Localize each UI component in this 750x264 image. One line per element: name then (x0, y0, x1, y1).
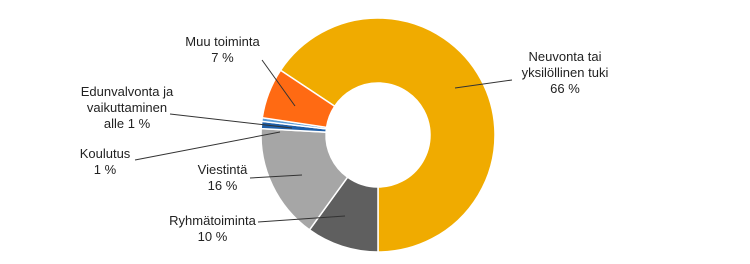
category-name: Koulutus (79, 146, 131, 161)
category-name: Neuvonta tai yksilöllinen tuki (521, 49, 609, 80)
leader-line (134, 131, 281, 161)
value-label: 7 % (211, 50, 234, 65)
value-label: 1 % (93, 162, 117, 177)
value-label: alle 1 % (103, 116, 151, 131)
leader-line (454, 79, 513, 89)
category-name: Edunvalvonta ja vaikuttaminen (80, 84, 174, 115)
slice-label: Ryhmätoiminta 10 % (155, 213, 270, 245)
value-label: 66 % (550, 81, 580, 96)
value-label: 10 % (197, 229, 228, 244)
slice-label: Neuvonta tai yksilöllinen tuki 66 % (505, 49, 625, 97)
category-name: Muu toiminta (185, 34, 260, 49)
donut-slice (279, 17, 496, 253)
leader-line (169, 113, 293, 129)
slice-label: Koulutus 1 % (70, 146, 140, 178)
leader-line (261, 59, 296, 107)
donut-slice (261, 69, 336, 129)
value-label: 16 % (207, 178, 238, 193)
category-name: Viestintä (197, 162, 248, 177)
slice-label: Viestintä 16 % (185, 162, 260, 194)
category-name: Ryhmätoiminta (169, 213, 256, 228)
slice-label: Muu toiminta 7 % (185, 34, 260, 66)
leader-line (249, 174, 303, 179)
leader-line (257, 215, 346, 223)
slice-label: Edunvalvonta ja vaikuttaminen alle 1 % (72, 84, 182, 132)
